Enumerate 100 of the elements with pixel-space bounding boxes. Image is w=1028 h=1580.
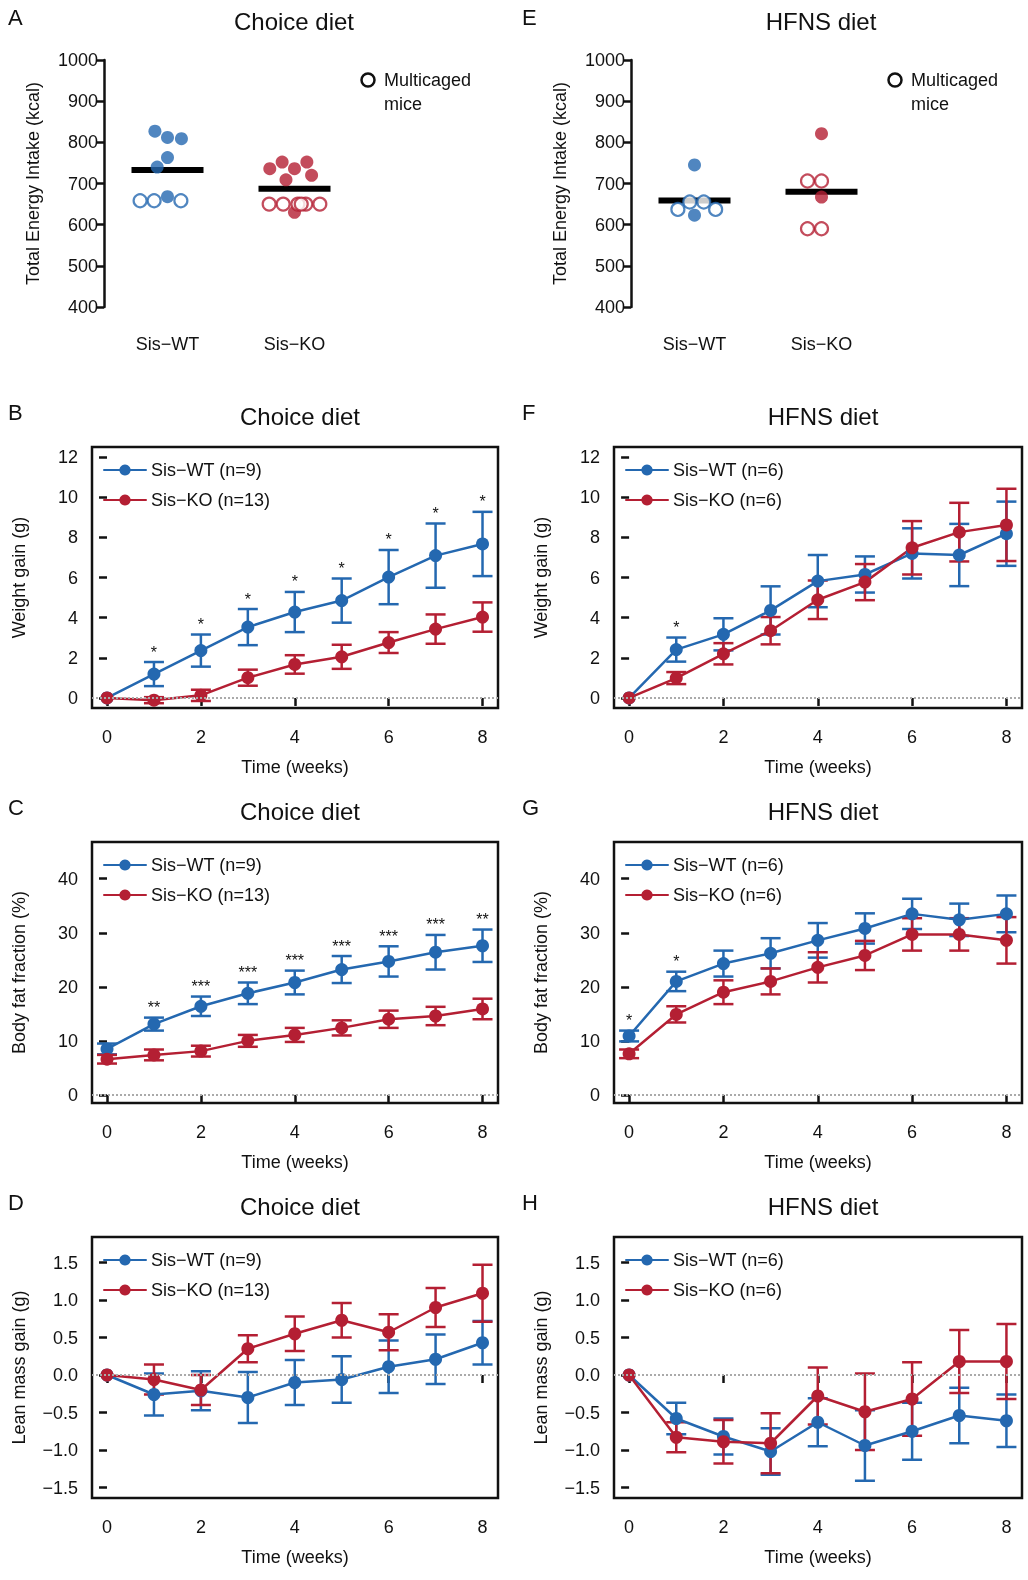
- text: F: [522, 399, 536, 425]
- x-tick-label: 2: [195, 1122, 206, 1142]
- annotation: ***: [238, 964, 258, 981]
- y-tick-label: 10: [579, 487, 600, 508]
- y-tick-label: 0.5: [574, 1327, 600, 1348]
- x-tick-label: 6: [383, 1122, 394, 1142]
- y-tick-label: 500: [67, 255, 98, 276]
- y-tick-label: 800: [67, 132, 98, 153]
- x-axis-title: Time (weeks): [241, 1152, 349, 1172]
- annotation: *: [197, 616, 205, 634]
- x-tick-label: 8: [477, 727, 488, 747]
- legend-label: Sis−WT (n=6): [673, 1250, 784, 1270]
- x-axis-title: Time (weeks): [241, 1547, 349, 1567]
- y-tick-label: 6: [67, 567, 78, 588]
- annotation: *: [291, 573, 298, 591]
- x-tick-label: Sis−WT: [662, 334, 727, 354]
- y-tick-label: 10: [579, 1030, 600, 1051]
- legend-label: Sis−KO (n=6): [673, 885, 783, 905]
- y-tick-label: −1.5: [564, 1477, 600, 1498]
- y-axis-title: Lean mass gain (g): [531, 1290, 551, 1445]
- annotation: *: [150, 643, 158, 661]
- y-tick-label: 4: [589, 607, 600, 628]
- y-tick-label: 400: [594, 297, 625, 317]
- y-tick-label: 30: [57, 922, 78, 943]
- y-tick-label: 1.0: [574, 1290, 600, 1310]
- y-tick-label: 1000: [584, 50, 625, 70]
- annotation: ***: [332, 937, 352, 955]
- x-tick-label: 4: [289, 1122, 300, 1142]
- x-tick-label: 4: [289, 727, 300, 747]
- y-tick-label: 6: [589, 567, 600, 588]
- x-tick-label: 6: [907, 1517, 918, 1537]
- y-tick-label: 8: [589, 527, 600, 548]
- y-tick-label: 2: [67, 647, 78, 668]
- legend-label: Sis−WT (n=6): [673, 460, 784, 480]
- y-tick-label: 0.0: [574, 1365, 600, 1385]
- x-tick-label: 6: [383, 727, 394, 747]
- y-tick-label: 700: [594, 173, 625, 194]
- y-tick-label: 40: [579, 868, 600, 889]
- x-tick-label: Sis−KO: [263, 334, 326, 354]
- annotation: **: [147, 999, 161, 1017]
- annotation: ***: [426, 916, 445, 934]
- legend-label: Sis−KO (n=6): [673, 490, 783, 510]
- annotation: ***: [379, 927, 398, 945]
- y-tick-label: 0: [67, 687, 78, 708]
- text: A: [8, 4, 23, 30]
- x-axis-title: Time (weeks): [764, 1547, 872, 1567]
- x-tick-label: Sis−WT: [135, 334, 200, 354]
- x-tick-label: 8: [1001, 727, 1012, 747]
- chart-title: HFNS diet: [767, 797, 879, 825]
- annotation: *: [338, 560, 345, 577]
- y-tick-label: 900: [594, 91, 625, 112]
- legend-label: Sis−KO (n=6): [673, 1280, 783, 1300]
- x-tick-label: 8: [477, 1122, 488, 1142]
- legend-label: Sis−KO (n=13): [151, 1280, 271, 1300]
- x-axis-title: Time (weeks): [764, 757, 872, 777]
- x-tick-label: 4: [812, 1122, 823, 1142]
- chart-title: Choice diet: [239, 797, 361, 825]
- y-tick-label: 2: [589, 647, 600, 668]
- legend-label: Sis−WT (n=9): [151, 1250, 262, 1270]
- text: D: [8, 1189, 24, 1215]
- x-tick-label: 2: [718, 1517, 729, 1537]
- y-tick-label: 0.5: [52, 1327, 78, 1348]
- text: E: [522, 4, 537, 30]
- y-tick-label: 1.5: [52, 1252, 78, 1273]
- y-tick-label: −0.5: [42, 1402, 78, 1423]
- x-tick-label: 6: [383, 1517, 394, 1537]
- y-tick-label: 600: [594, 214, 625, 235]
- y-tick-label: 0: [589, 1084, 600, 1105]
- text: Multicaged mice: [911, 69, 1000, 116]
- y-tick-label: 500: [594, 255, 625, 276]
- x-tick-label: 8: [1001, 1122, 1012, 1142]
- chart-title: Choice diet: [239, 402, 361, 430]
- y-tick-label: 30: [579, 922, 600, 943]
- x-tick-label: 4: [812, 1517, 823, 1537]
- y-axis-title: Lean mass gain (g): [9, 1290, 29, 1445]
- x-tick-label: 4: [812, 727, 823, 747]
- annotation: *: [479, 493, 486, 511]
- x-tick-label: 4: [289, 1517, 300, 1537]
- x-tick-label: 2: [195, 1517, 206, 1537]
- x-axis-title: Time (weeks): [241, 757, 349, 777]
- text: G: [522, 794, 540, 820]
- y-tick-label: 600: [67, 214, 98, 235]
- annotation: *: [432, 504, 439, 522]
- y-tick-label: 0.0: [52, 1365, 78, 1385]
- x-tick-label: 0: [102, 727, 113, 747]
- annotation: ***: [191, 978, 211, 996]
- y-axis-title: Total Energy Intake (kcal): [550, 81, 570, 286]
- y-tick-label: 12: [579, 447, 600, 468]
- y-tick-label: 4: [67, 607, 78, 628]
- y-tick-label: 10: [57, 1030, 78, 1051]
- x-tick-label: 2: [718, 727, 729, 747]
- y-tick-label: 0: [67, 1084, 78, 1105]
- chart-title: HFNS diet: [765, 7, 877, 35]
- x-tick-label: 6: [907, 1122, 918, 1142]
- text: Multicaged mice: [384, 69, 473, 116]
- y-tick-label: −1.0: [42, 1440, 78, 1460]
- y-axis-title: Total Energy Intake (kcal): [23, 81, 43, 286]
- annotation: **: [476, 911, 489, 929]
- y-axis-title: Body fat fraction (%): [531, 890, 551, 1055]
- y-tick-label: 0: [589, 687, 600, 708]
